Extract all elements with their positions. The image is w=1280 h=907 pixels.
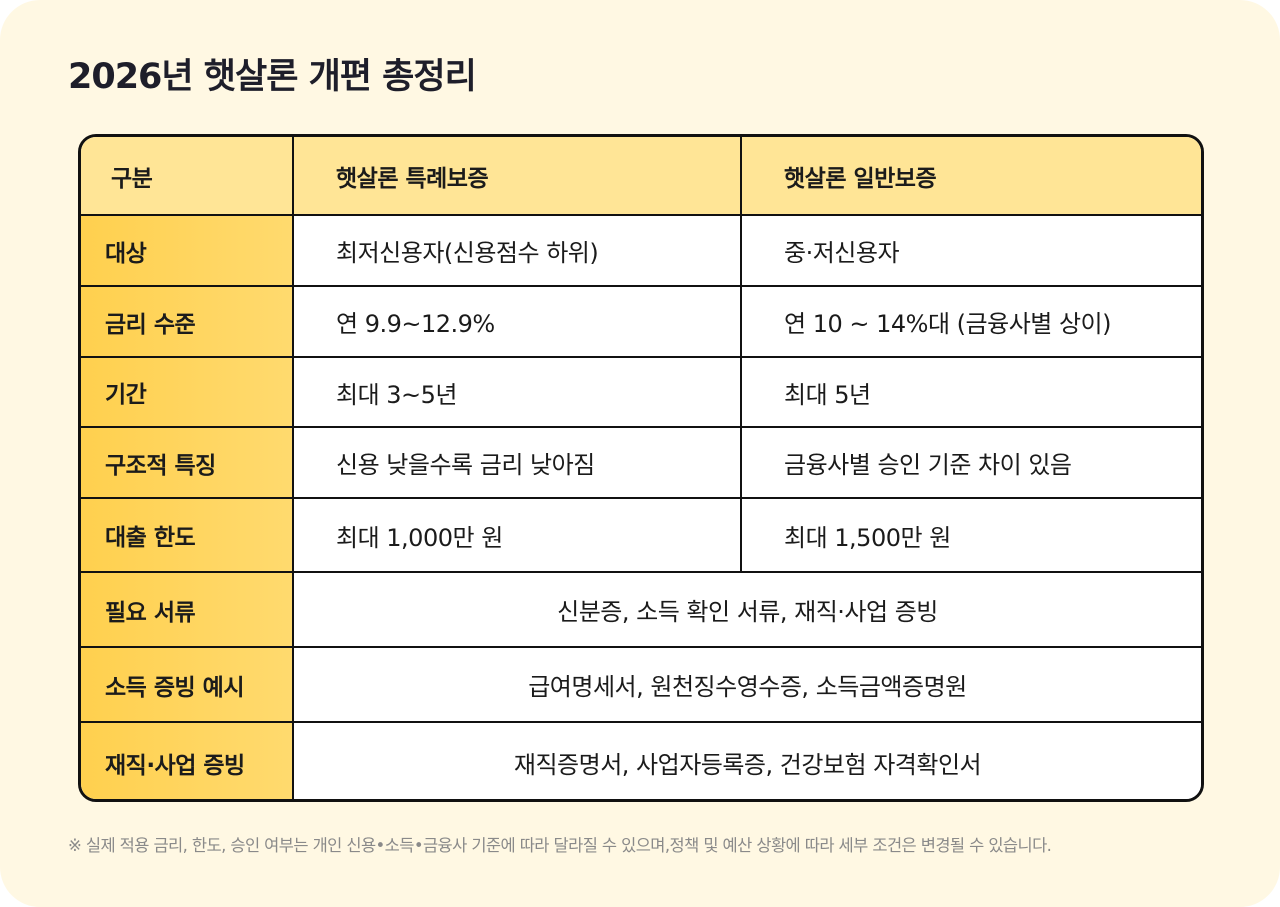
special-value: 연 9.9~12.9% <box>292 285 742 358</box>
row-label: 구조적 특징 <box>81 426 294 499</box>
table-row: 기간 최대 3~5년 최대 5년 <box>81 356 1201 428</box>
shared-value: 재직증명서, 사업자등록증, 건강보험 자격확인서 <box>292 721 1201 799</box>
special-value: 최대 1,000만 원 <box>292 497 742 573</box>
general-value: 중·저신용자 <box>740 214 1201 287</box>
header-general-guarantee: 햇살론 일반보증 <box>740 137 1201 216</box>
special-value: 최저신용자(신용점수 하위) <box>292 214 742 287</box>
general-value: 금융사별 승인 기준 차이 있음 <box>740 426 1201 499</box>
row-label: 대출 한도 <box>81 497 294 573</box>
row-label: 대상 <box>81 214 294 287</box>
table-row: 구조적 특징 신용 낮을수록 금리 낮아짐 금융사별 승인 기준 차이 있음 <box>81 426 1201 499</box>
row-label: 필요 서류 <box>81 571 294 648</box>
table-row: 소득 증빙 예시 급여명세서, 원천징수영수증, 소득금액증명원 <box>81 646 1201 723</box>
table-header-row: 구분 햇살론 특례보증 햇살론 일반보증 <box>81 137 1201 216</box>
special-value: 신용 낮을수록 금리 낮아짐 <box>292 426 742 499</box>
general-value: 최대 5년 <box>740 356 1201 428</box>
table-row: 금리 수준 연 9.9~12.9% 연 10 ~ 14%대 (금융사별 상이) <box>81 285 1201 358</box>
footnote: ※ 실제 적용 금리, 한도, 승인 여부는 개인 신용•소득•금융사 기준에 … <box>68 836 1052 855</box>
table-row: 필요 서류 신분증, 소득 확인 서류, 재직·사업 증빙 <box>81 571 1201 648</box>
table-row: 대상 최저신용자(신용점수 하위) 중·저신용자 <box>81 214 1201 287</box>
comparison-table: 구분 햇살론 특례보증 햇살론 일반보증 대상 최저신용자(신용점수 하위) 중… <box>78 134 1204 802</box>
general-value: 최대 1,500만 원 <box>740 497 1201 573</box>
row-label: 소득 증빙 예시 <box>81 646 294 723</box>
row-label: 재직·사업 증빙 <box>81 721 294 799</box>
row-label: 기간 <box>81 356 294 428</box>
shared-value: 신분증, 소득 확인 서류, 재직·사업 증빙 <box>292 571 1201 648</box>
page-title: 2026년 햇살론 개편 총정리 <box>68 57 477 97</box>
row-label: 금리 수준 <box>81 285 294 358</box>
header-category: 구분 <box>81 137 294 216</box>
general-value: 연 10 ~ 14%대 (금융사별 상이) <box>740 285 1201 358</box>
table-row: 재직·사업 증빙 재직증명서, 사업자등록증, 건강보험 자격확인서 <box>81 721 1201 799</box>
table-row: 대출 한도 최대 1,000만 원 최대 1,500만 원 <box>81 497 1201 573</box>
header-special-guarantee: 햇살론 특례보증 <box>292 137 742 216</box>
shared-value: 급여명세서, 원천징수영수증, 소득금액증명원 <box>292 646 1201 723</box>
special-value: 최대 3~5년 <box>292 356 742 428</box>
